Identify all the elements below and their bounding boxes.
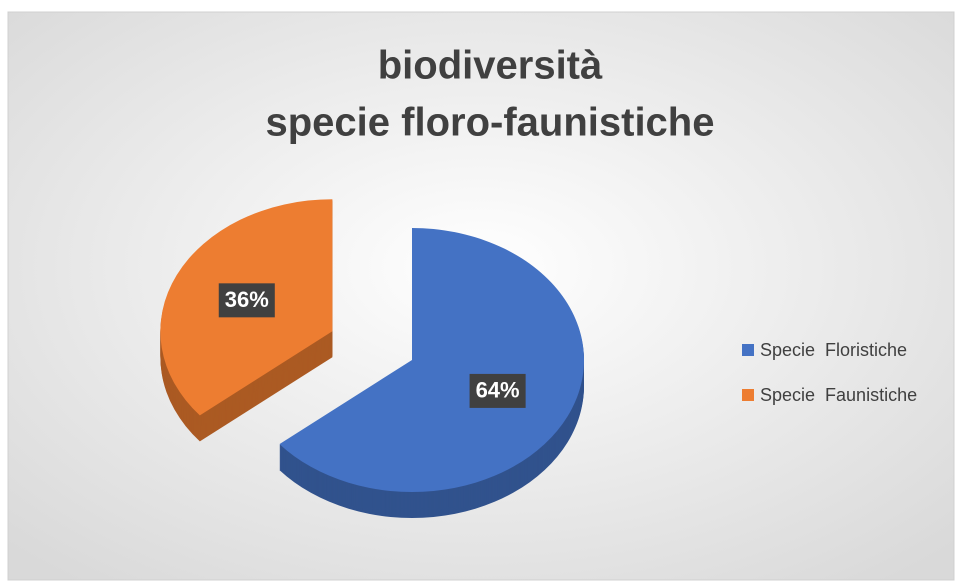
chart-title: biodiversità bbox=[378, 44, 603, 88]
data-label: 36% bbox=[225, 287, 269, 312]
data-label-box bbox=[218, 283, 275, 318]
pie-slice bbox=[279, 228, 585, 492]
legend-label: Specie Floristiche bbox=[760, 340, 907, 360]
legend-swatch bbox=[742, 344, 754, 356]
chart-title: specie floro-faunistiche bbox=[266, 101, 715, 145]
data-label-box bbox=[469, 373, 526, 408]
data-label: 64% bbox=[476, 378, 520, 403]
legend-label: Specie Faunistiche bbox=[760, 385, 917, 405]
legend-swatch bbox=[742, 389, 754, 401]
